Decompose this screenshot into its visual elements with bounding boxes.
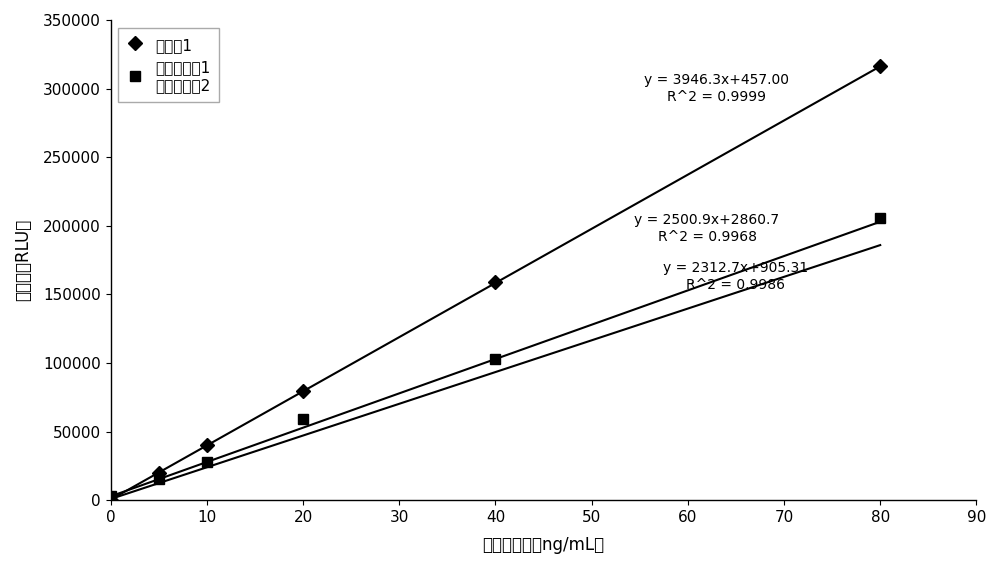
Legend: 实施例1, 对比实施例1
对比实施例2: 实施例1, 对比实施例1 对比实施例2 xyxy=(118,27,219,102)
Text: y = 2312.7x+905.31
R^2 = 0.9986: y = 2312.7x+905.31 R^2 = 0.9986 xyxy=(663,261,808,291)
Text: y = 3946.3x+457.00
R^2 = 0.9999: y = 3946.3x+457.00 R^2 = 0.9999 xyxy=(644,73,789,103)
X-axis label: 校准品浓度（ng/mL）: 校准品浓度（ng/mL） xyxy=(482,536,605,554)
Y-axis label: 光强度（RLU）: 光强度（RLU） xyxy=(14,219,32,301)
Text: y = 2500.9x+2860.7
R^2 = 0.9968: y = 2500.9x+2860.7 R^2 = 0.9968 xyxy=(634,214,780,244)
